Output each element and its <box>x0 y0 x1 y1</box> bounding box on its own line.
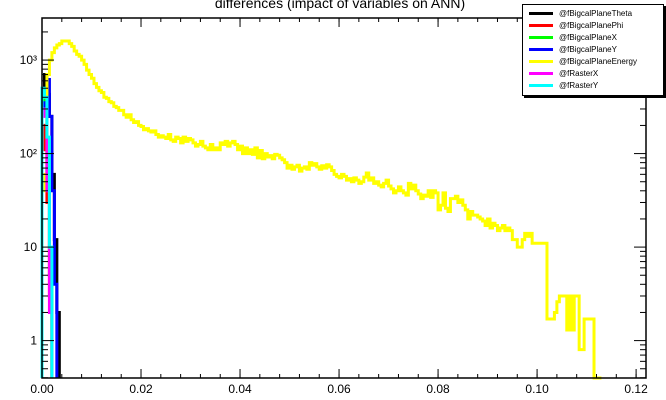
legend-item: @fBigcalPlaneTheta <box>529 8 632 19</box>
legend-item: @fBigcalPlanePhi <box>529 20 623 31</box>
x-tick-label: 0.12 <box>624 382 648 396</box>
y-tick-label: 10 <box>24 240 38 254</box>
axes-layer: 0.00 0.02 0.04 0.06 0.08 0.10 0.12 1 10 10² 10³ <box>20 18 648 396</box>
x-tick-label: 0.02 <box>129 382 153 396</box>
legend-swatch <box>529 12 553 15</box>
legend-swatch <box>529 72 553 75</box>
series-fbigcalplaneenergy-line <box>40 39 602 380</box>
legend-swatch <box>529 24 553 27</box>
series-fbigcalplaney-line <box>40 77 59 378</box>
legend-label: @fRasterX <box>559 69 599 78</box>
x-tick-label: 0.08 <box>426 382 450 396</box>
chart-title: differences (impact of variables on ANN) <box>215 0 465 11</box>
legend-label: @fBigcalPlaneTheta <box>559 9 633 18</box>
legend-item: @fRasterY <box>529 80 598 91</box>
y-tick-label: 10² <box>20 147 37 161</box>
legend-label: @fBigcalPlaneX <box>559 33 617 42</box>
legend-swatch <box>529 48 553 51</box>
y-tick-label: 10³ <box>20 53 37 67</box>
legend-swatch <box>529 60 553 63</box>
legend-swatch <box>529 84 553 87</box>
legend-label: @fRasterY <box>559 81 599 90</box>
legend-item: @fBigcalPlaneEnergy <box>529 56 637 67</box>
legend-label: @fBigcalPlaneY <box>559 45 617 54</box>
plot-frame <box>41 17 647 379</box>
legend-label: @fBigcalPlaneEnergy <box>559 57 637 66</box>
legend-swatch <box>529 36 553 39</box>
legend-item: @fRasterX <box>529 68 598 79</box>
x-tick-label: 0.04 <box>228 382 252 396</box>
legend-item: @fBigcalPlaneX <box>529 32 617 43</box>
x-tick-label: 0.00 <box>30 382 54 396</box>
x-tick-label: 0.10 <box>525 382 549 396</box>
legend: @fBigcalPlaneTheta @fBigcalPlanePhi @fBigc… <box>522 4 664 96</box>
legend-item: @fBigcalPlaneY <box>529 44 617 55</box>
legend-label: @fBigcalPlanePhi <box>559 21 624 30</box>
series-layer <box>40 39 602 380</box>
x-tick-label: 0.06 <box>327 382 351 396</box>
y-tick-label: 1 <box>30 334 37 348</box>
